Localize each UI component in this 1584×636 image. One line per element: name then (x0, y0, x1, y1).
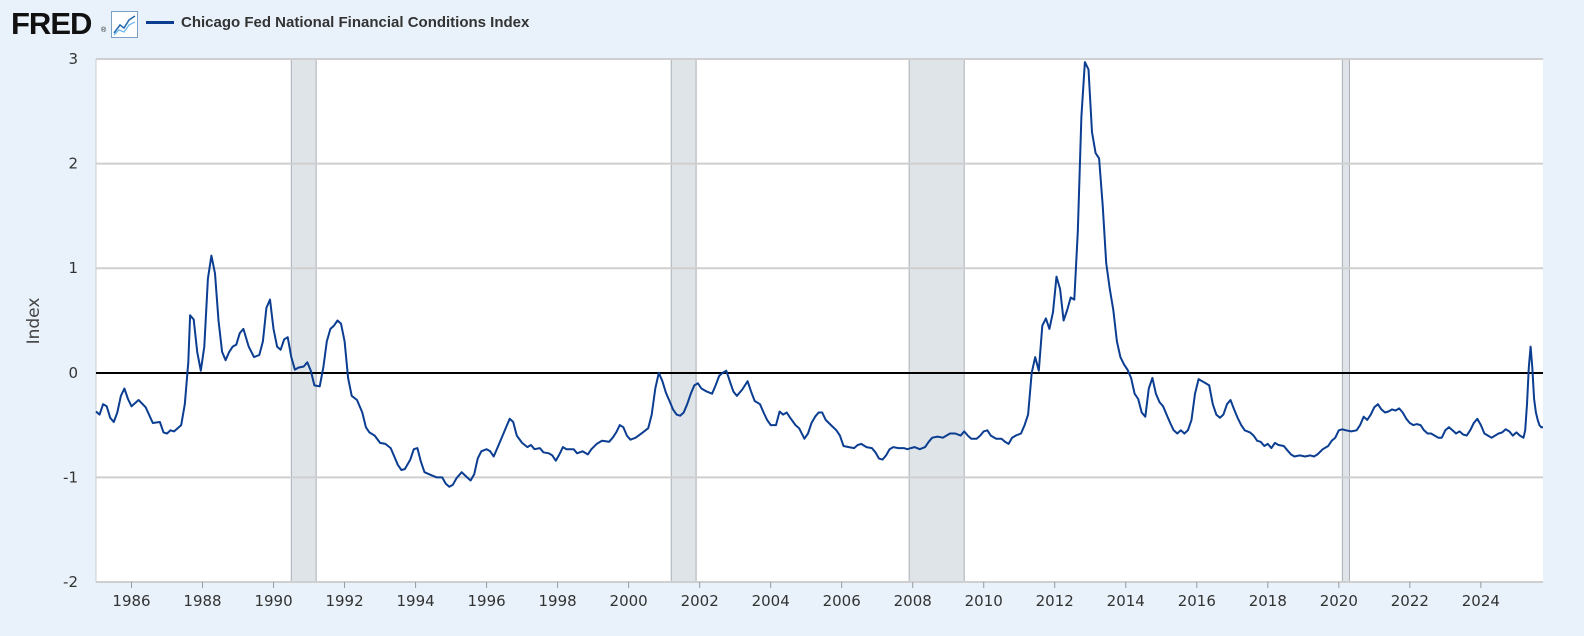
x-tick-label: 2020 (1320, 592, 1358, 610)
chart-legend[interactable]: Chicago Fed National Financial Condition… (146, 14, 529, 31)
x-tick-label: 1998 (539, 592, 577, 610)
x-tick-label: 2022 (1391, 592, 1429, 610)
registered-mark: ® (101, 27, 107, 34)
series-line[interactable] (95, 61, 1543, 488)
series-line-group (95, 61, 1543, 488)
x-tick-label: 2004 (752, 592, 790, 610)
recession-band (1342, 59, 1350, 582)
x-tick-label: 2000 (610, 592, 648, 610)
x-tick-label: 2006 (823, 592, 861, 610)
legend-label: Chicago Fed National Financial Condition… (181, 14, 530, 31)
x-tick-label: 2008 (894, 592, 932, 610)
x-tick-label: 2014 (1107, 592, 1145, 610)
y-tick-label: 2 (68, 155, 78, 173)
recession-band (291, 59, 317, 582)
x-tick-label: 2002 (681, 592, 719, 610)
legend-line-swatch (146, 21, 174, 24)
x-axis: 1986 1988 1990 1992 1994 1996 1998 2000 2002 2004… (112, 582, 1500, 610)
line-chart-icon[interactable] (111, 11, 138, 38)
x-tick-label: 1988 (183, 592, 221, 610)
x-tick-label: 1994 (396, 592, 434, 610)
x-tick-label: 1992 (325, 592, 363, 610)
x-tick-label: 1996 (468, 592, 506, 610)
y-axis: 3 2 1 0 -1 -2 (63, 50, 78, 591)
x-tick-label: 1986 (112, 592, 150, 610)
y-tick-label: 0 (68, 364, 78, 382)
y-axis-label: Index (24, 298, 44, 345)
x-tick-label: 2018 (1249, 592, 1287, 610)
chart-header: FRED ® Chicago Fed National Financial Co… (0, 0, 1584, 50)
grid-lines (96, 58, 1543, 583)
line-chart: 1986 1988 1990 1992 1994 1996 1998 2000 2002 2004… (0, 50, 1584, 636)
fred-logo[interactable]: FRED (11, 6, 92, 41)
y-tick-label: 3 (68, 50, 78, 68)
recession-shading (290, 59, 1350, 582)
recession-band (909, 59, 965, 582)
y-tick-label: 1 (68, 259, 78, 277)
y-tick-label: -2 (63, 573, 78, 591)
x-tick-label: 2010 (965, 592, 1003, 610)
x-tick-label: 1990 (254, 592, 292, 610)
recession-band (671, 59, 697, 582)
x-tick-label: 2024 (1462, 592, 1500, 610)
x-tick-label: 2012 (1036, 592, 1074, 610)
y-tick-label: -1 (63, 468, 78, 486)
x-tick-label: 2016 (1178, 592, 1216, 610)
